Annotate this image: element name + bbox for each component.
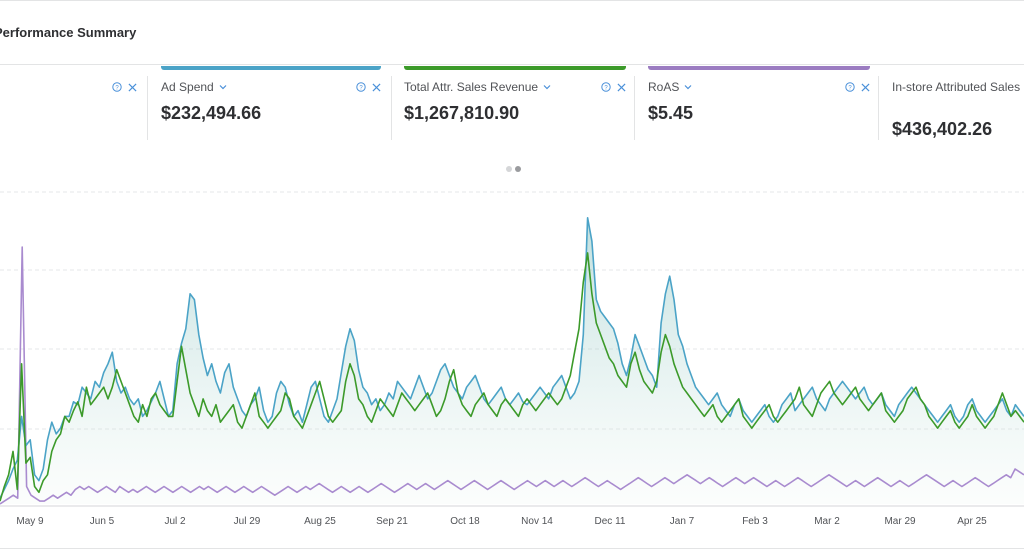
card-label-dropdown[interactable]: Ad Spend [161,80,228,94]
card-label: Ad Spend [161,80,214,94]
card-label-dropdown[interactable]: Total Attr. Sales Revenue [404,80,552,94]
help-icon[interactable]: ? [845,82,855,92]
x-tick-label: Jul 2 [164,516,186,527]
performance-chart: May 9 Jun 5 Jul 2 Jul 29 Aug 25 Sep 21 Oct 18 N… [0,188,1024,550]
close-icon[interactable] [128,82,137,92]
card-divider [634,76,635,140]
card-label: RoAS [648,80,680,94]
pager-dot-active[interactable] [515,166,521,172]
card-pager [506,166,521,172]
help-icon[interactable]: ? [601,82,611,92]
x-tick-label: May 9 [16,516,44,527]
card-total-attr-sales[interactable]: Total Attr. Sales Revenue $1,267,810.90 … [404,66,626,146]
card-label-dropdown[interactable]: RoAS [648,80,693,94]
x-tick-label: Apr 25 [957,516,987,527]
card-actions: ? [845,82,870,92]
chevron-down-icon [684,85,692,90]
card-color-bar [404,66,626,70]
card-roas[interactable]: RoAS $5.45 ? [648,66,870,146]
page-title: Performance Summary [0,25,137,40]
card-value: $232,494.66 [161,103,262,123]
top-border [0,0,1024,1]
bottom-border [0,548,1024,549]
card-color-bar [648,66,870,70]
x-tick-label: Mar 29 [884,516,916,527]
card-in-store-sales[interactable]: In-store Attributed Sales (Beta) $436,40… [892,66,1024,146]
x-tick-label: Oct 18 [450,516,480,527]
close-icon[interactable] [861,82,870,92]
chevron-down-icon [219,85,227,90]
x-tick-label: Jun 5 [90,516,115,527]
line-chart: May 9 Jun 5 Jul 2 Jul 29 Aug 25 Sep 21 Oct 18 N… [0,191,1024,527]
card-value: $1,267,810.90 [404,103,520,123]
chevron-down-icon [543,85,551,90]
metric-cards: ? Ad Spend $232,494.66 ? Total Attr. Sal… [0,66,1024,156]
x-tick-label: Sep 21 [376,516,408,527]
card-actions: ? [356,82,381,92]
svg-text:?: ? [848,85,852,91]
card-0-actions: ? [112,82,137,92]
card-ad-spend[interactable]: Ad Spend $232,494.66 ? [161,66,381,146]
card-divider [878,76,879,140]
svg-text:?: ? [604,85,608,91]
x-tick-label: Jul 29 [234,516,261,527]
x-tick-label: Mar 2 [814,516,840,527]
card-color-bar [161,66,381,70]
card-label: In-store Attributed Sales (Beta) [892,80,1024,94]
card-divider [147,76,148,140]
close-icon[interactable] [617,82,626,92]
card-divider [391,76,392,140]
card-label: Total Attr. Sales Revenue [404,80,539,94]
x-tick-label: Nov 14 [521,516,553,527]
svg-text:?: ? [115,85,119,91]
x-tick-label: Dec 11 [595,516,626,527]
series-line-purple[interactable] [0,246,1024,505]
card-value: $436,402.26 [892,119,993,139]
card-actions: ? [601,82,626,92]
x-tick-label: Feb 3 [742,516,768,527]
pager-dot[interactable] [506,166,512,172]
svg-text:?: ? [359,85,363,91]
header: Performance Summary [0,1,1024,65]
x-tick-label: Jan 7 [670,516,695,527]
series-line-green[interactable] [0,252,1024,502]
card-value: $5.45 [648,103,694,123]
series-line-blue[interactable] [0,217,1024,499]
close-icon[interactable] [372,82,381,92]
help-icon[interactable]: ? [112,82,122,92]
x-tick-label: Aug 25 [304,516,336,527]
help-icon[interactable]: ? [356,82,366,92]
series-area [0,217,1024,505]
